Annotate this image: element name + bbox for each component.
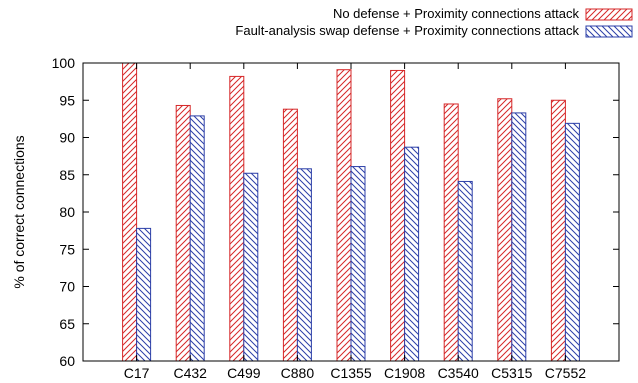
bar-C5315-series-0	[497, 98, 513, 362]
bar-C7552-series-0	[550, 99, 566, 362]
x-tick-label-2: C499	[227, 365, 261, 381]
y-tick-label-2: 70	[59, 279, 75, 295]
legend-label-1: Fault-analysis swap defense + Proximity …	[235, 23, 579, 38]
bar-C1908-series-0	[390, 69, 406, 362]
bar-C3540-series-0	[443, 103, 459, 362]
y-tick-label-5: 85	[59, 167, 75, 183]
y-axis-label: % of correct connections	[11, 135, 27, 288]
plot-frame	[82, 62, 620, 362]
y-tick-label-0: 60	[59, 353, 75, 369]
bar-C17-series-0	[122, 62, 138, 362]
bar-C3540-series-1	[457, 180, 473, 362]
bar-C17-series-1	[136, 227, 152, 362]
y-tick-label-3: 75	[59, 241, 75, 257]
plot-area: 60 65 70 75 80 85 90 95 100 C17 C432 C499 C880 C1355 C…	[52, 55, 620, 381]
bar-C880-series-1	[296, 168, 312, 362]
bar-C1355-series-0	[336, 69, 352, 362]
y-tick-label-7: 95	[59, 92, 75, 108]
x-tick-label-7: C5315	[491, 365, 532, 381]
bar-C880-series-0	[282, 108, 298, 362]
x-tick-label-3: C880	[281, 365, 315, 381]
x-tick-label-6: C3540	[438, 365, 479, 381]
x-tick-label-1: C432	[173, 365, 207, 381]
legend-swatch-1	[585, 25, 633, 38]
bar-C7552-series-1	[564, 122, 580, 362]
y-tick-label-1: 65	[59, 316, 75, 332]
x-tick-label-0: C17	[124, 365, 150, 381]
bar-C499-series-1	[243, 172, 259, 362]
bar-C5315-series-1	[511, 112, 527, 362]
bar-C432-series-0	[175, 104, 191, 362]
y-tick-label-4: 80	[59, 204, 75, 220]
legend-label-0: No defense + Proximity connections attac…	[333, 6, 580, 21]
legend-swatch-0	[585, 8, 633, 21]
bar-C499-series-0	[229, 75, 245, 362]
y-tick-label-8: 100	[52, 55, 76, 71]
x-tick-label-5: C1908	[384, 365, 425, 381]
bar-C1355-series-1	[350, 166, 366, 362]
y-tick-label-6: 90	[59, 130, 75, 146]
x-tick-label-8: C7552	[545, 365, 586, 381]
legend: No defense + Proximity connections attac…	[235, 6, 633, 38]
x-tick-label-4: C1355	[330, 365, 371, 381]
bar-C1908-series-1	[404, 146, 420, 362]
bar-C432-series-1	[189, 115, 205, 362]
